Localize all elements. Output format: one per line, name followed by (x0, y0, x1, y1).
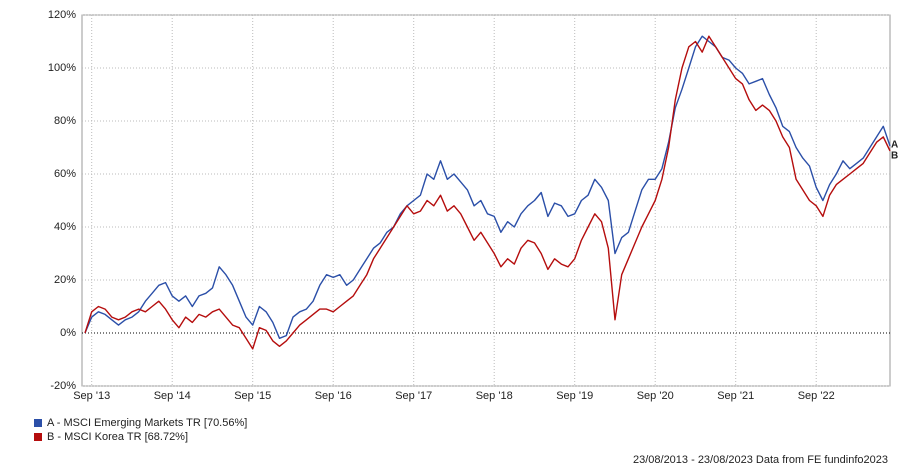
y-tick-label: 60% (54, 168, 76, 180)
end-label: B (891, 151, 898, 162)
y-tick-label: 120% (48, 9, 76, 21)
series-line (84, 35, 891, 350)
x-tick-label: Sep '20 (637, 390, 674, 402)
y-tick-label: 40% (54, 221, 76, 233)
x-tick-label: Sep '15 (234, 390, 271, 402)
y-tick-label: 80% (54, 115, 76, 127)
x-tick-label: Sep '13 (73, 390, 110, 402)
y-tick-label: -20% (50, 380, 76, 392)
end-label: A (891, 140, 898, 151)
plot-frame (81, 14, 891, 387)
legend-label: A - MSCI Emerging Markets TR [70.56%] (47, 417, 247, 429)
y-tick-label: 20% (54, 274, 76, 286)
y-tick-label: 0% (60, 327, 76, 339)
legend-label: B - MSCI Korea TR [68.72%] (47, 431, 188, 443)
x-tick-label: Sep '14 (154, 390, 191, 402)
x-tick-label: Sep '19 (556, 390, 593, 402)
x-tick-label: Sep '18 (476, 390, 513, 402)
x-tick-label: Sep '16 (315, 390, 352, 402)
series-line (84, 35, 891, 339)
y-tick-label: 100% (48, 62, 76, 74)
x-tick-label: Sep '17 (395, 390, 432, 402)
x-tick-label: Sep '22 (798, 390, 835, 402)
legend-swatch (34, 433, 42, 441)
legend-swatch (34, 419, 42, 427)
x-tick-label: Sep '21 (717, 390, 754, 402)
footnote: 23/08/2013 - 23/08/2023 Data from FE fun… (633, 454, 888, 466)
